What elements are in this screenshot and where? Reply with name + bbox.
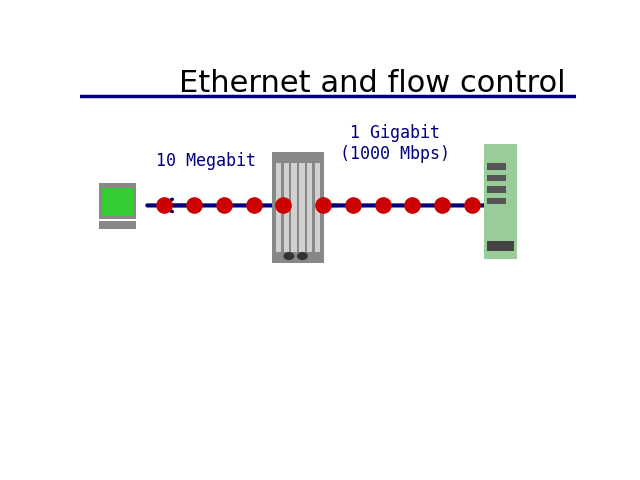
Bar [99, 183, 136, 219]
Bar [284, 163, 289, 252]
Bar [315, 163, 320, 252]
Bar [487, 175, 506, 181]
Point [378, 202, 388, 209]
Point [219, 202, 229, 209]
Point [467, 202, 477, 209]
Point [248, 202, 259, 209]
Bar [487, 186, 506, 192]
Point [159, 202, 170, 209]
Point [437, 202, 447, 209]
Point [348, 202, 358, 209]
Bar [299, 163, 305, 252]
Text: 10 Megabit: 10 Megabit [157, 152, 257, 170]
Bar [487, 198, 506, 204]
Bar [102, 188, 133, 216]
Text: 1 Gigabit
(1000 Mbps): 1 Gigabit (1000 Mbps) [340, 124, 450, 163]
Point [318, 202, 328, 209]
Circle shape [297, 252, 308, 260]
Bar [291, 163, 297, 252]
Circle shape [284, 252, 294, 260]
Point [189, 202, 199, 209]
Bar [487, 240, 514, 251]
Bar [487, 163, 506, 169]
Bar [484, 144, 518, 259]
Bar [276, 163, 282, 252]
Point [407, 202, 417, 209]
Bar [99, 221, 136, 229]
Bar [272, 152, 324, 263]
Point [278, 202, 289, 209]
Bar [307, 163, 312, 252]
Text: Ethernet and flow control: Ethernet and flow control [179, 69, 566, 98]
